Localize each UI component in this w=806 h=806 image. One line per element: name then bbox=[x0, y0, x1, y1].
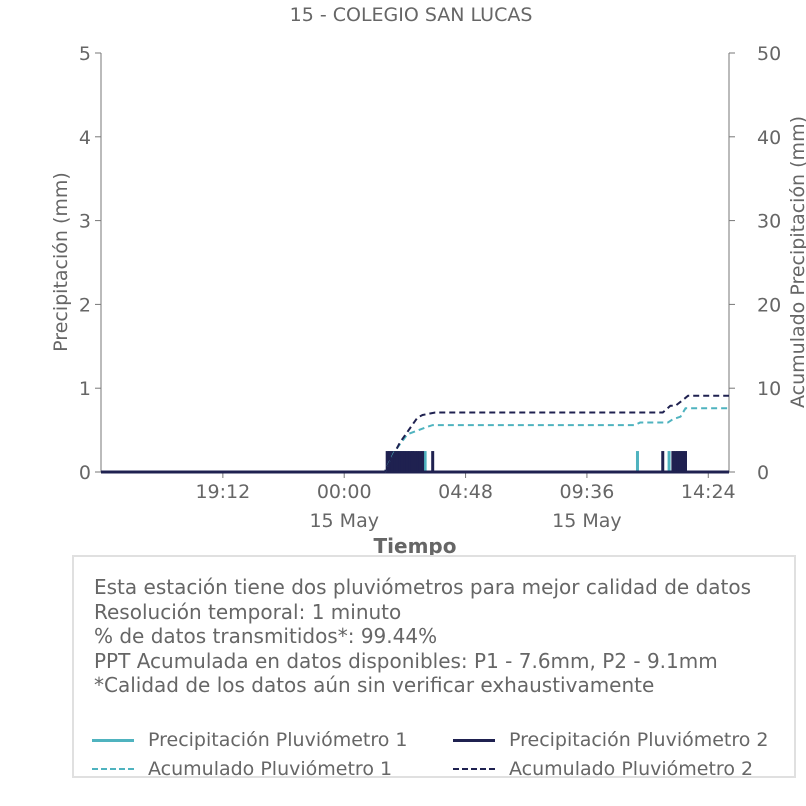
x-tick-sublabel: 15 May bbox=[309, 510, 379, 532]
info-lines: Esta estación tiene dos pluviómetros par… bbox=[94, 575, 751, 698]
x-tick-label: 14:24 bbox=[681, 481, 736, 503]
x-axis-label: Tiempo bbox=[374, 534, 457, 558]
legend-item-precip-p2: Precipitación Pluviómetro 2 bbox=[453, 729, 769, 751]
y-tick-label-right: 0 bbox=[757, 462, 769, 484]
y-tick-label-right: 30 bbox=[757, 211, 781, 233]
info-line: Esta estación tiene dos pluviómetros par… bbox=[94, 575, 752, 599]
info-line: Resolución temporal: 1 minuto bbox=[94, 599, 402, 624]
legend-swatch-solid bbox=[453, 738, 495, 742]
legend-item-acum-p2: Acumulado Pluviómetro 2 bbox=[453, 758, 753, 780]
legend-item-precip-p1: Precipitación Pluviómetro 1 bbox=[92, 729, 408, 751]
info-line: % de datos transmitidos*: 99.44% bbox=[94, 624, 438, 648]
info-box: Esta estación tiene dos pluviómetros par… bbox=[72, 555, 796, 780]
x-tick-label: 00:00 bbox=[317, 481, 372, 503]
y-axis-label-left: Precipitación (mm) bbox=[50, 172, 72, 352]
legend-label: Acumulado Pluviómetro 2 bbox=[509, 758, 754, 780]
y-tick-label-right: 50 bbox=[757, 43, 781, 65]
legend-label: Acumulado Pluviómetro 1 bbox=[148, 758, 393, 780]
y-tick-label-right: 20 bbox=[757, 294, 781, 316]
legend-item-acum-p1: Acumulado Pluviómetro 1 bbox=[92, 758, 392, 780]
y-tick-label-left: 3 bbox=[79, 211, 91, 233]
legend-swatch-solid bbox=[92, 738, 134, 742]
y-axis-label-right: Acumulado Precipitación (mm) bbox=[787, 116, 806, 408]
info-line: *Calidad de los datos aún sin verificar … bbox=[94, 673, 655, 697]
legend: Precipitación Pluviómetro 1 Precipitació… bbox=[92, 729, 792, 780]
y-tick-label-left: 0 bbox=[79, 462, 91, 484]
y-tick-label-right: 10 bbox=[757, 378, 781, 400]
legend-swatch-dashed bbox=[92, 768, 134, 770]
y-tick-label-left: 2 bbox=[79, 294, 91, 316]
y-tick-label-left: 5 bbox=[79, 43, 91, 65]
chart: 15 - COLEGIO SAN LUCAS 01234501020304050… bbox=[50, 4, 806, 558]
x-tick-label: 09:36 bbox=[560, 481, 615, 503]
x-tick-label: 19:12 bbox=[195, 481, 250, 503]
cumulative-line bbox=[101, 407, 729, 473]
chart-title: 15 - COLEGIO SAN LUCAS bbox=[290, 4, 533, 26]
legend-label: Precipitación Pluviómetro 2 bbox=[509, 729, 769, 751]
legend-swatch-dashed bbox=[453, 768, 495, 770]
cumulative-line bbox=[101, 394, 729, 473]
y-tick-label-left: 4 bbox=[79, 127, 91, 149]
y-tick-label-right: 40 bbox=[757, 127, 781, 149]
x-tick-label: 04:48 bbox=[438, 481, 493, 503]
x-tick-sublabel: 15 May bbox=[552, 510, 622, 532]
y-tick-label-left: 1 bbox=[79, 378, 91, 400]
legend-label: Precipitación Pluviómetro 1 bbox=[148, 729, 408, 751]
info-line: PPT Acumulada en datos disponibles: P1 -… bbox=[94, 648, 718, 673]
